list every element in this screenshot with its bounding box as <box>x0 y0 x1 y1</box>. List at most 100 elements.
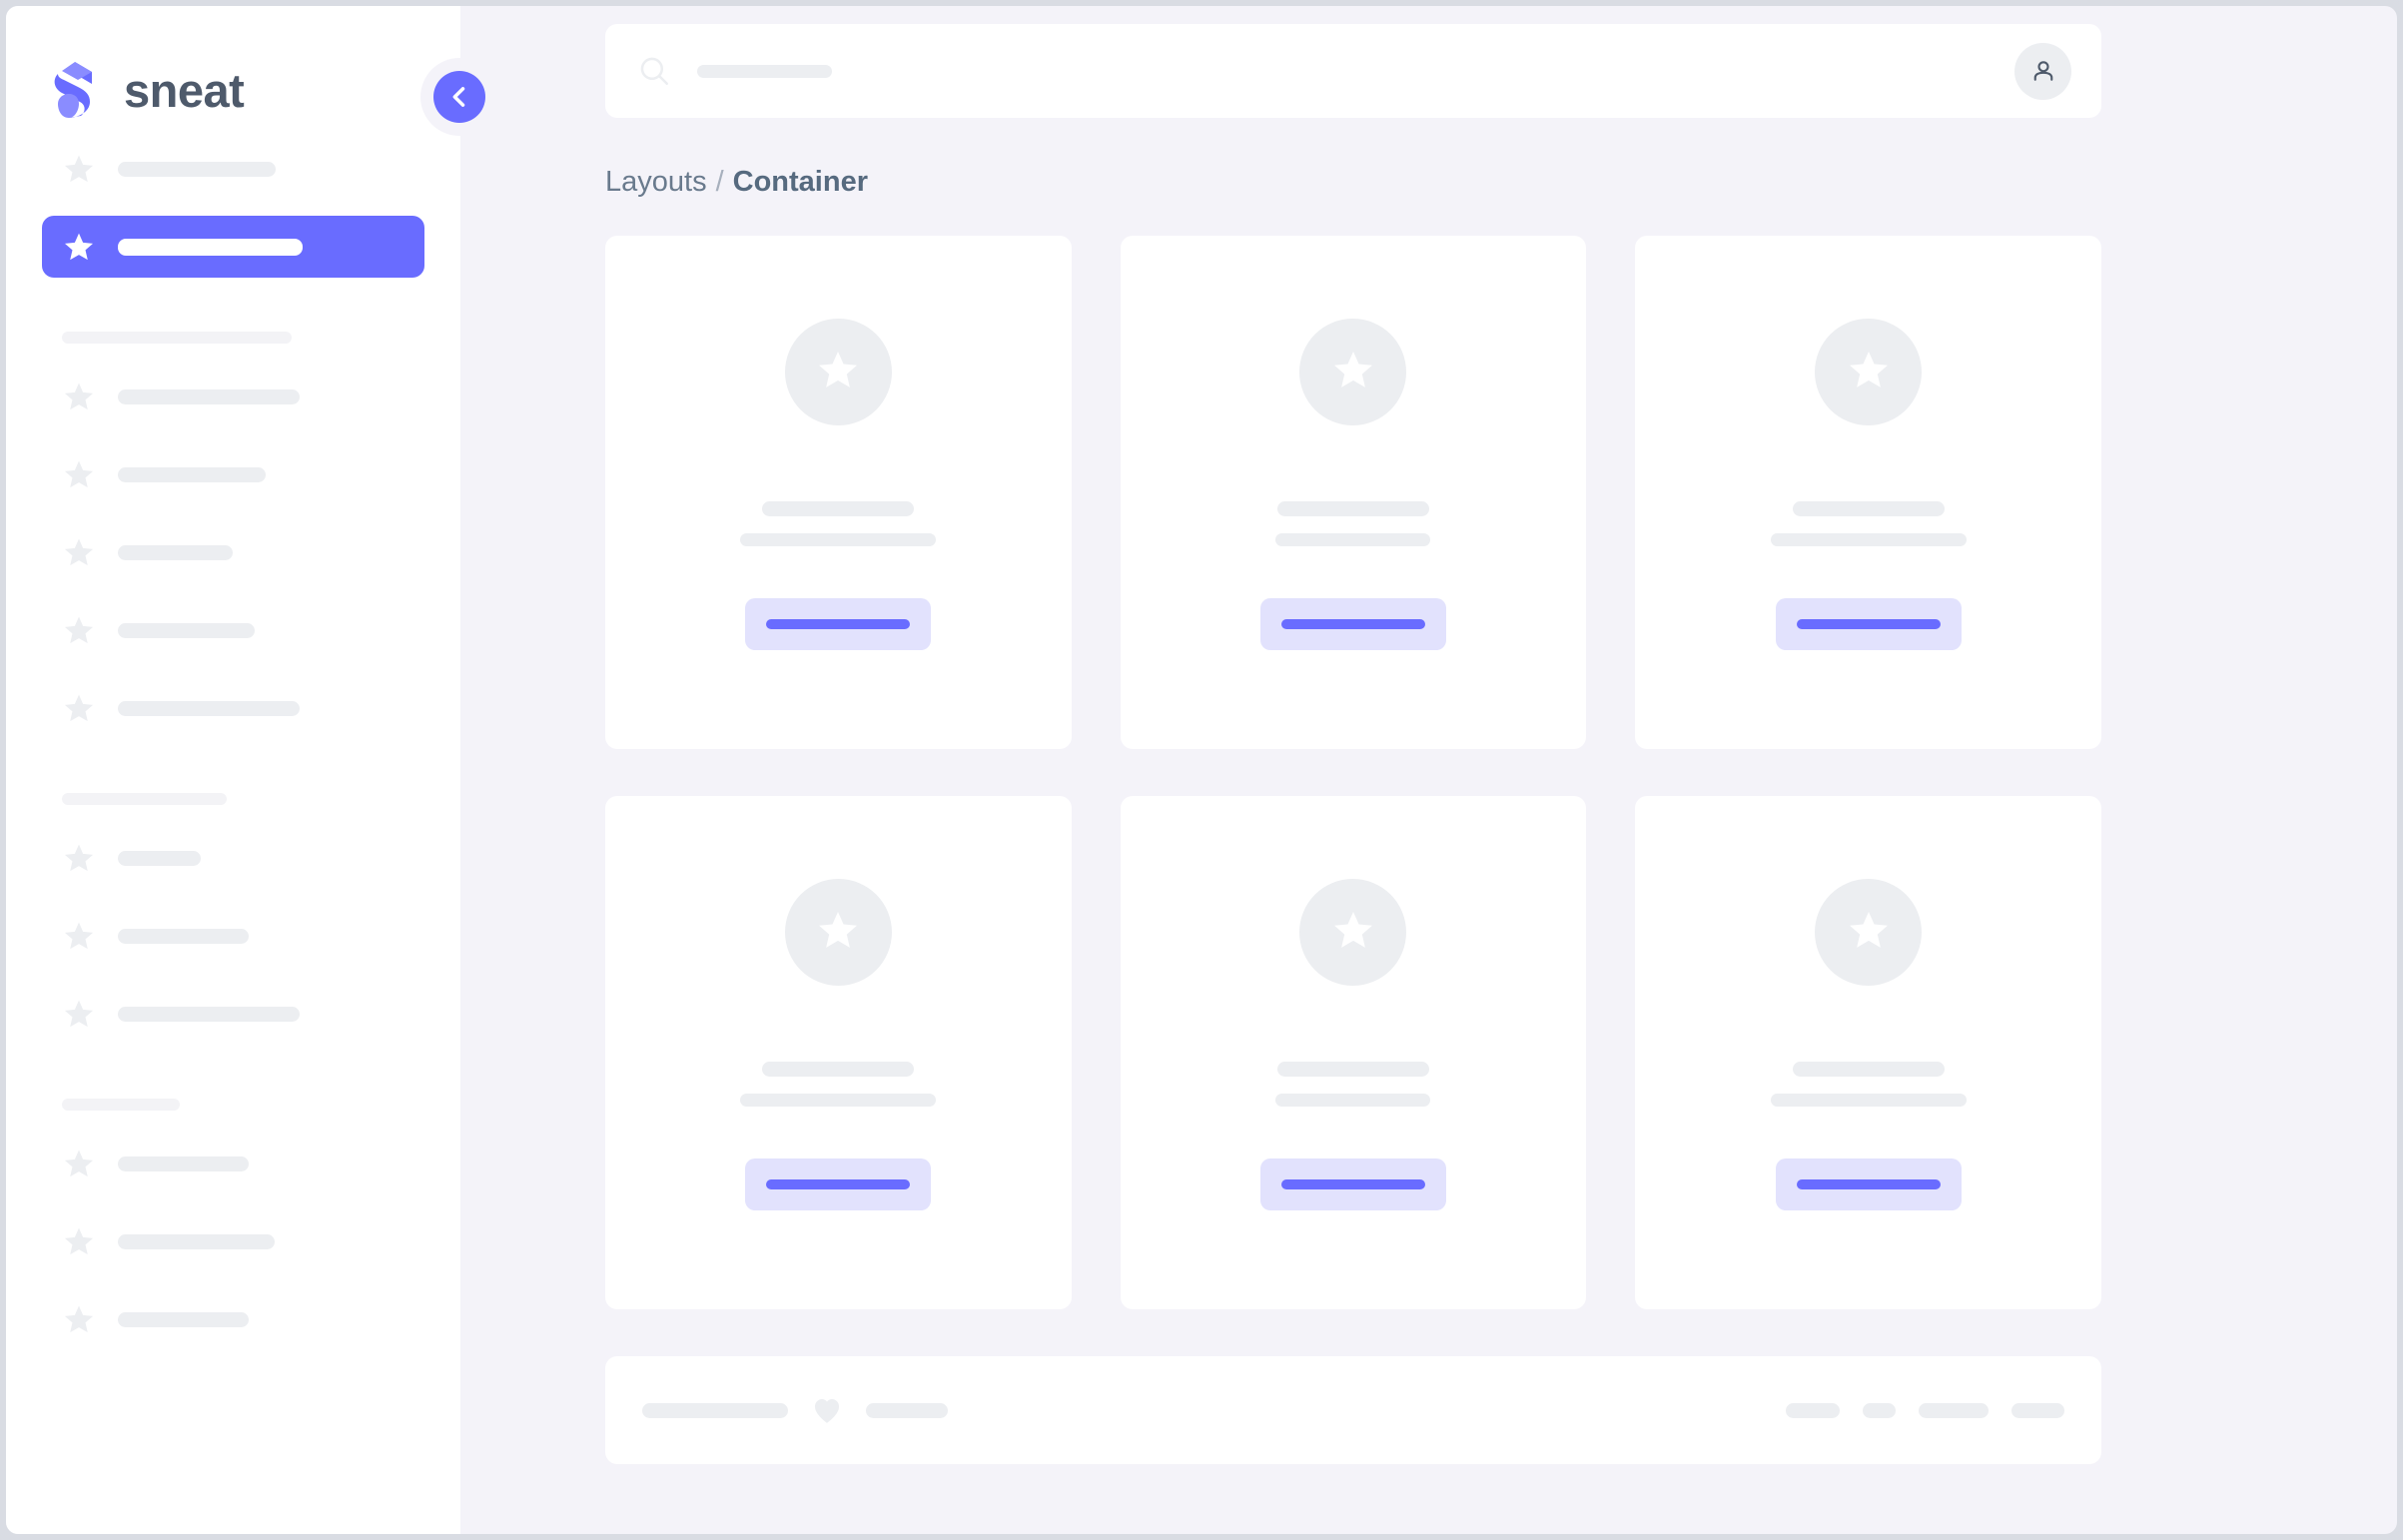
brand[interactable]: sneat <box>6 6 460 126</box>
footer-link[interactable] <box>1863 1402 1896 1418</box>
chevron-left-icon <box>433 71 485 123</box>
star-icon <box>62 380 96 413</box>
sidebar: sneat <box>6 6 498 1534</box>
top-navbar <box>605 24 2101 118</box>
star-icon <box>815 347 861 397</box>
star-icon <box>62 691 96 725</box>
sidebar-item[interactable] <box>42 677 424 739</box>
card-avatar <box>1815 879 1923 986</box>
star-icon <box>1846 907 1892 958</box>
content-container: Layouts / Container <box>605 24 2101 1464</box>
nav-group-gap <box>42 1061 424 1099</box>
footer-link[interactable] <box>1786 1402 1840 1418</box>
card-grid <box>605 236 2101 1309</box>
footer-author-placeholder <box>866 1402 948 1418</box>
content-card <box>1635 236 2101 749</box>
breadcrumb-current: Container <box>732 166 868 198</box>
card-avatar <box>1815 319 1923 425</box>
nav-section-title <box>62 793 227 805</box>
card-subtitle-placeholder <box>740 1094 937 1107</box>
star-icon <box>62 457 96 491</box>
card-subtitle-placeholder <box>740 533 937 546</box>
card-title-placeholder <box>1276 501 1429 516</box>
card-avatar <box>1299 319 1407 425</box>
card-action-button[interactable] <box>1775 1158 1962 1210</box>
nav-section-title <box>62 332 292 344</box>
breadcrumb-parent[interactable]: Layouts <box>605 166 707 198</box>
sidebar-item-label <box>118 161 276 177</box>
card-action-button[interactable] <box>745 598 932 650</box>
sidebar-item[interactable] <box>42 138 424 200</box>
card-title-placeholder <box>1792 1062 1945 1077</box>
card-action-button-label <box>1280 1179 1425 1189</box>
sidebar-item[interactable] <box>42 983 424 1045</box>
sidebar-item-label <box>118 388 300 404</box>
card-action-button-label <box>1280 619 1425 629</box>
footer-left <box>642 1393 948 1427</box>
sidebar-item[interactable] <box>42 443 424 505</box>
sidebar-item-label <box>118 544 233 560</box>
search-icon[interactable] <box>637 54 671 88</box>
content-card <box>1120 796 1587 1309</box>
star-icon <box>62 1224 96 1258</box>
card-action-button[interactable] <box>1775 598 1962 650</box>
card-action-button-label <box>766 1179 911 1189</box>
footer-link[interactable] <box>1919 1402 1989 1418</box>
star-icon <box>815 907 861 958</box>
brand-name: sneat <box>124 63 245 117</box>
star-icon <box>62 535 96 569</box>
nav-group-gap <box>42 755 424 793</box>
card-avatar <box>784 319 892 425</box>
breadcrumb: Layouts / Container <box>605 166 2101 199</box>
card-title-placeholder <box>762 1062 915 1077</box>
star-icon <box>1846 347 1892 397</box>
sidebar-item[interactable] <box>42 1133 424 1194</box>
sidebar-collapse-toggle[interactable] <box>420 58 498 136</box>
sidebar-item[interactable] <box>42 1210 424 1272</box>
star-icon <box>62 1302 96 1336</box>
heart-icon <box>810 1393 844 1427</box>
main-content: Layouts / Container <box>460 6 2397 1534</box>
card-title-placeholder <box>1792 501 1945 516</box>
sidebar-item-label <box>118 1233 275 1249</box>
star-icon <box>62 841 96 875</box>
search-input[interactable] <box>697 64 832 78</box>
app-frame: sneat <box>6 6 2397 1534</box>
card-action-button[interactable] <box>745 1158 932 1210</box>
sidebar-item-active[interactable] <box>42 216 424 278</box>
sidebar-item[interactable] <box>42 905 424 967</box>
star-icon <box>1330 347 1376 397</box>
sidebar-item-label <box>118 238 303 256</box>
sneat-logo-icon <box>48 60 102 120</box>
content-card <box>605 796 1072 1309</box>
card-action-button[interactable] <box>1259 1158 1446 1210</box>
sidebar-item-label <box>118 1311 249 1327</box>
footer-link[interactable] <box>2011 1402 2064 1418</box>
sidebar-item-label <box>118 1155 249 1171</box>
card-title-placeholder <box>1276 1062 1429 1077</box>
nav-group-gap <box>42 294 424 332</box>
footer-bar <box>605 1356 2101 1464</box>
sidebar-item[interactable] <box>42 599 424 661</box>
content-card <box>1635 796 2101 1309</box>
sidebar-item-label <box>118 850 201 866</box>
sidebar-item[interactable] <box>42 827 424 889</box>
sidebar-nav <box>6 138 460 1350</box>
card-subtitle-placeholder <box>1770 1094 1967 1107</box>
user-avatar-icon[interactable] <box>2014 42 2071 100</box>
sidebar-item-label <box>118 700 300 716</box>
content-card <box>1120 236 1587 749</box>
sidebar-item[interactable] <box>42 366 424 427</box>
card-action-button[interactable] <box>1259 598 1446 650</box>
star-icon <box>62 152 96 186</box>
sidebar-item-label <box>118 928 249 944</box>
star-icon <box>1330 907 1376 958</box>
sidebar-item-label <box>118 466 266 482</box>
footer-links <box>1786 1402 2064 1418</box>
sidebar-item-label <box>118 622 255 638</box>
footer-copyright-placeholder <box>642 1402 788 1418</box>
sidebar-item[interactable] <box>42 1288 424 1350</box>
star-icon <box>62 919 96 953</box>
sidebar-item[interactable] <box>42 521 424 583</box>
card-avatar <box>784 879 892 986</box>
